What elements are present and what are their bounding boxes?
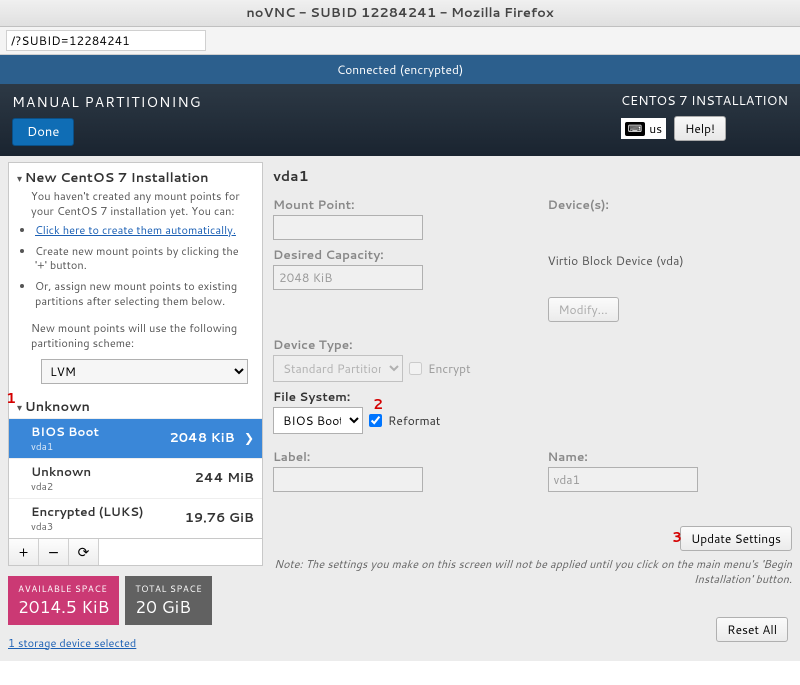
- partition-device: vda2: [31, 480, 91, 494]
- keyboard-icon: ⌨: [625, 122, 645, 136]
- storage-devices-link[interactable]: 1 storage device selected: [8, 635, 136, 651]
- name-input[interactable]: [548, 467, 698, 492]
- device-description: Virtio Block Device (vda): [548, 252, 793, 269]
- partition-size: 19.76 GiB: [185, 509, 254, 527]
- partition-name: BIOS Boot: [31, 423, 99, 440]
- partition-device: vda3: [31, 520, 143, 534]
- available-space-box: AVAILABLE SPACE 2014.5 KiB: [8, 576, 119, 625]
- encrypt-checkbox[interactable]: [409, 362, 422, 375]
- reformat-label: Reformat: [388, 412, 440, 429]
- reload-button[interactable]: ⟳: [69, 539, 99, 565]
- capacity-input[interactable]: [273, 265, 423, 290]
- bullet-plus: Create new mount points by clicking the …: [35, 244, 252, 274]
- capacity-label: Desired Capacity:: [273, 246, 518, 263]
- new-install-header[interactable]: New CentOS 7 Installation: [9, 163, 262, 189]
- update-settings-button[interactable]: Update Settings: [680, 526, 792, 551]
- add-partition-button[interactable]: +: [9, 539, 39, 565]
- partition-name: Encrypted (LUKS): [31, 503, 143, 520]
- name-label: Name:: [548, 448, 793, 465]
- partition-name: Unknown: [31, 463, 91, 480]
- keyboard-layout-selector[interactable]: ⌨ us: [621, 118, 666, 139]
- partition-size: 2048 KiB: [169, 429, 234, 447]
- help-button[interactable]: Help!: [674, 116, 726, 141]
- device-type-label: Device Type:: [273, 336, 518, 353]
- done-button[interactable]: Done: [12, 118, 74, 146]
- device-title: vda1: [273, 162, 792, 196]
- partition-size: 244 MiB: [195, 469, 254, 487]
- scheme-note: New mount points will use the following …: [9, 321, 262, 357]
- encrypt-label: Encrypt: [428, 360, 471, 377]
- vnc-status: Connected (encrypted): [0, 55, 800, 84]
- partition-row[interactable]: Encrypted (LUKS)vda3 19.76 GiB: [9, 498, 262, 538]
- partition-device: vda1: [31, 440, 99, 454]
- filesystem-label: File System:: [273, 388, 518, 405]
- reformat-checkbox[interactable]: [369, 414, 382, 427]
- keyboard-layout-label: us: [649, 120, 662, 137]
- product-title: CENTOS 7 INSTALLATION: [621, 92, 788, 110]
- chevron-right-icon: ❯: [241, 429, 254, 446]
- partition-row[interactable]: Unknownvda2 244 MiB: [9, 458, 262, 498]
- partition-panel: New CentOS 7 Installation You haven't cr…: [8, 162, 263, 566]
- filesystem-select[interactable]: BIOS Boot: [273, 407, 363, 434]
- bullet-assign: Or, assign new mount points to existing …: [35, 279, 252, 309]
- devices-label: Device(s):: [548, 196, 793, 213]
- app-header: MANUAL PARTITIONING Done CENTOS 7 INSTAL…: [0, 84, 800, 156]
- url-bar: [0, 27, 800, 55]
- reset-all-button[interactable]: Reset All: [716, 617, 788, 642]
- remove-partition-button[interactable]: −: [39, 539, 69, 565]
- partitioning-scheme-select[interactable]: LVM: [41, 359, 248, 384]
- intro-text: You haven't created any mount points for…: [9, 189, 262, 223]
- window-title: noVNC - SUBID 12284241 - Mozilla Firefox: [0, 0, 800, 27]
- page-title: MANUAL PARTITIONING: [12, 92, 202, 112]
- create-auto-link[interactable]: Click here to create them automatically.: [35, 222, 236, 238]
- mount-point-input[interactable]: [273, 215, 423, 240]
- modify-button[interactable]: Modify...: [548, 297, 619, 322]
- partition-row[interactable]: BIOS Bootvda1 2048 KiB ❯: [9, 418, 262, 458]
- unknown-header[interactable]: Unknown: [9, 392, 262, 418]
- label-input[interactable]: [273, 467, 423, 492]
- total-space-box: TOTAL SPACE 20 GiB: [125, 576, 212, 625]
- label-label: Label:: [273, 448, 518, 465]
- device-type-select[interactable]: Standard Partition: [273, 355, 403, 382]
- settings-note: Note: The settings you make on this scre…: [273, 557, 792, 587]
- url-input[interactable]: [6, 30, 206, 51]
- mount-point-label: Mount Point:: [273, 196, 518, 213]
